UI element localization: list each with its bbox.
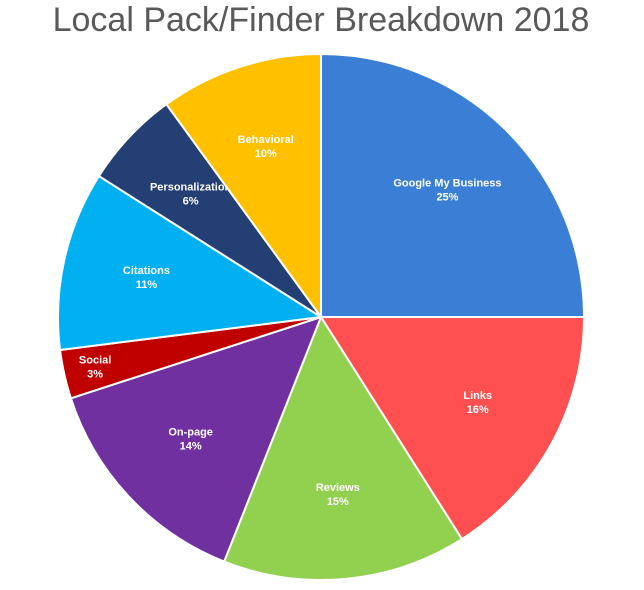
slice-value-label: 6%	[183, 195, 199, 207]
pie-slice	[165, 52, 322, 321]
chart-title: Local Pack/Finder Breakdown 2018	[53, 1, 590, 39]
pie-slice	[57, 174, 324, 352]
slice-value-label: 11%	[136, 279, 158, 291]
slice-value-label: 14%	[180, 440, 202, 452]
pie-slice	[320, 52, 586, 318]
slice-value-label: 10%	[255, 148, 277, 160]
slice-value-label: 3%	[87, 368, 103, 380]
slice-label: Behavioral	[238, 134, 294, 146]
slice-value-label: 25%	[436, 191, 458, 203]
slice-value-label: 15%	[327, 496, 349, 508]
slice-label: Citations	[123, 265, 170, 277]
slice-label: Google My Business	[393, 177, 501, 189]
slice-label: Links	[463, 390, 492, 402]
pie-slice	[319, 316, 586, 541]
slice-value-label: 16%	[467, 404, 489, 416]
slice-label: On-page	[168, 426, 213, 438]
slice-label: Reviews	[316, 482, 360, 494]
slice-label: Social	[79, 354, 111, 366]
slice-label: Personalization	[150, 181, 232, 193]
pie-slice	[222, 314, 464, 581]
